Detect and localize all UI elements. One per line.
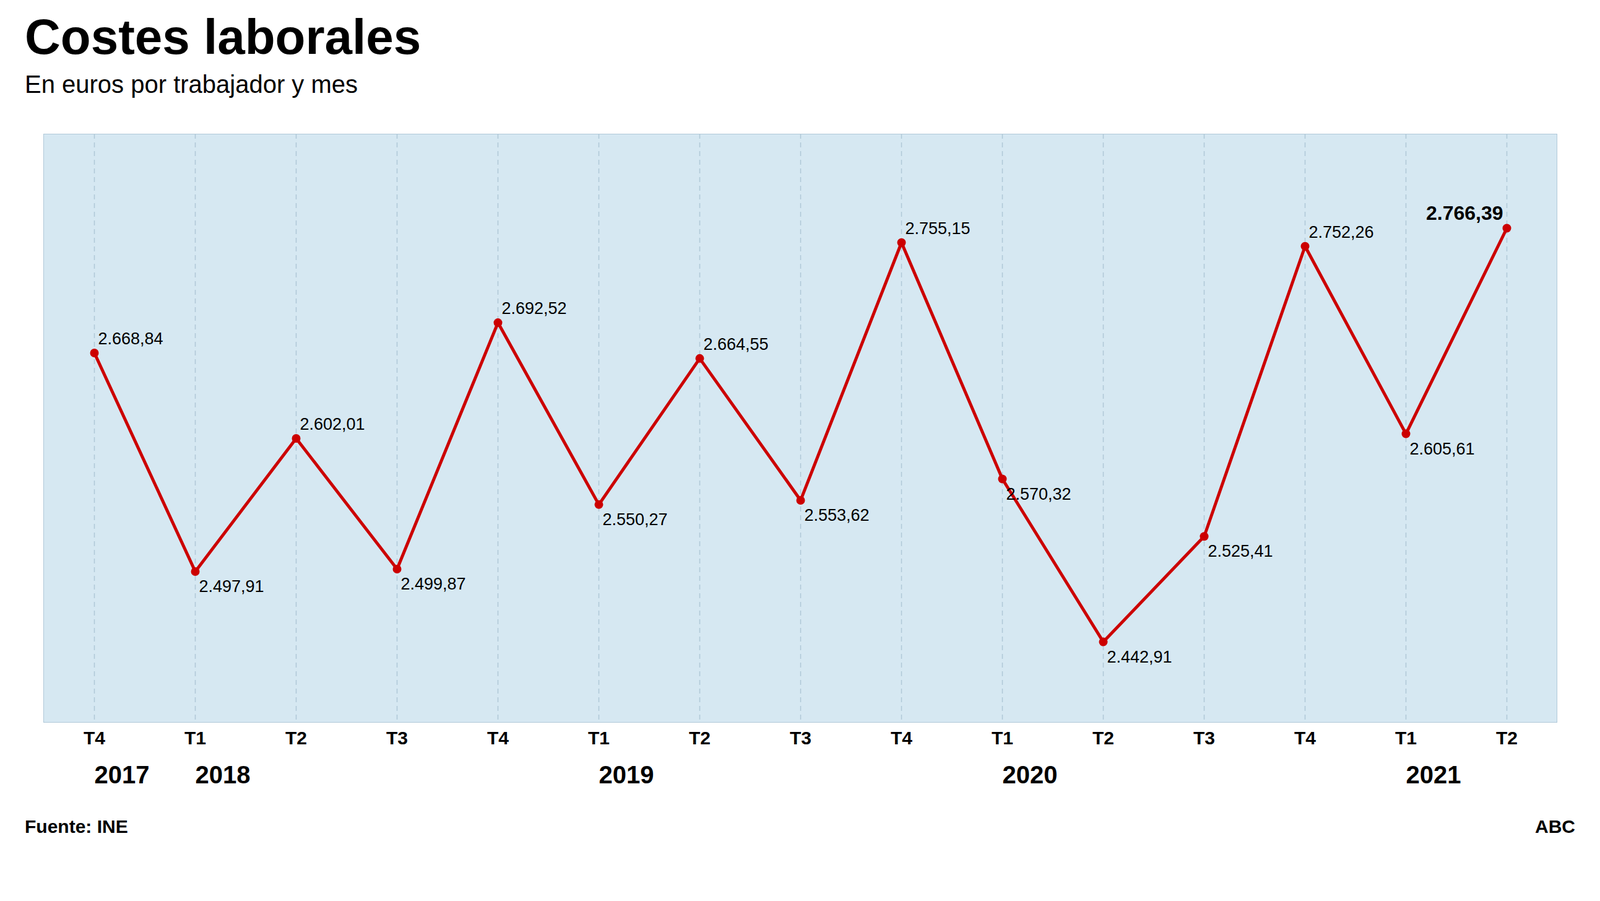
html-text:Fuente: INE: Fuente: INE xyxy=(24,815,128,837)
svg-text:2018: 2018 xyxy=(195,760,251,788)
svg-text:2.602,01: 2.602,01 xyxy=(300,414,366,434)
html-text:Costes laborales: Costes laborales xyxy=(24,9,422,65)
svg-text:2019: 2019 xyxy=(599,760,655,788)
svg-text:2020: 2020 xyxy=(1002,760,1058,788)
svg-text:T4: T4 xyxy=(487,727,509,748)
svg-text:2.525,41: 2.525,41 xyxy=(1208,541,1274,561)
svg-text:T3: T3 xyxy=(789,727,812,748)
svg-text:T1: T1 xyxy=(1395,727,1417,748)
svg-text:2.605,61: 2.605,61 xyxy=(1409,439,1475,459)
svg-text:T1: T1 xyxy=(184,727,207,748)
svg-text:2.664,55: 2.664,55 xyxy=(703,334,769,354)
svg-text:2.499,87: 2.499,87 xyxy=(401,574,467,593)
svg-text:T4: T4 xyxy=(890,727,913,748)
svg-text:T1: T1 xyxy=(588,727,610,748)
svg-text:2021: 2021 xyxy=(1406,760,1462,788)
svg-text:2.553,62: 2.553,62 xyxy=(804,505,870,525)
svg-text:T2: T2 xyxy=(1496,727,1518,748)
svg-text:2.570,32: 2.570,32 xyxy=(1006,484,1072,504)
svg-text:2.766,39: 2.766,39 xyxy=(1426,201,1504,225)
svg-text:2.692,52: 2.692,52 xyxy=(501,298,567,318)
svg-text:2.668,84: 2.668,84 xyxy=(98,329,164,348)
svg-text:T2: T2 xyxy=(1092,727,1115,748)
svg-text:2.550,27: 2.550,27 xyxy=(602,510,668,529)
svg-text:T2: T2 xyxy=(688,727,711,748)
svg-text:2.497,91: 2.497,91 xyxy=(199,576,265,596)
svg-text:T4: T4 xyxy=(1294,727,1316,748)
svg-text:2.442,91: 2.442,91 xyxy=(1107,647,1173,666)
svg-text:2.755,15: 2.755,15 xyxy=(905,219,971,238)
svg-text:T3: T3 xyxy=(386,727,408,748)
svg-text:T1: T1 xyxy=(991,727,1014,748)
svg-text:T2: T2 xyxy=(285,727,308,748)
svg-text:2017: 2017 xyxy=(94,760,150,788)
svg-text:T3: T3 xyxy=(1193,727,1216,748)
html-text:ABC: ABC xyxy=(1535,815,1576,837)
html-text:En euros por trabajador y mes: En euros por trabajador y mes xyxy=(24,70,358,98)
svg-text:2.752,26: 2.752,26 xyxy=(1309,222,1375,242)
svg-text:T4: T4 xyxy=(83,727,106,748)
